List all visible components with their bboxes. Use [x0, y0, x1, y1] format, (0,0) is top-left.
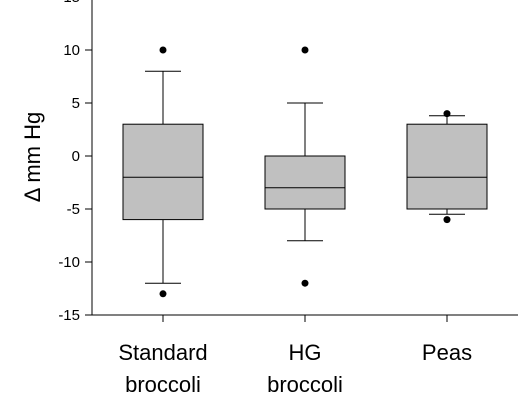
category-labels: Standard broccoli HG broccoli Peas — [118, 340, 472, 397]
category-label-line: Peas — [422, 340, 472, 365]
iqr-box — [406, 123, 488, 210]
box-series — [122, 46, 488, 298]
outlier-point — [159, 46, 167, 54]
category-label-line: Standard — [118, 340, 207, 365]
category-label-line: HG — [289, 340, 322, 365]
y-tick-label: -10 — [58, 254, 80, 271]
category-label-line: broccoli — [267, 372, 343, 397]
x-axis — [92, 314, 518, 322]
y-tick-label: 0 — [72, 148, 80, 165]
y-axis-title: Δ mm Hg — [20, 112, 45, 202]
iqr-box — [264, 155, 346, 210]
iqr-box — [122, 123, 204, 221]
box-group — [122, 46, 204, 298]
box-group — [406, 110, 488, 224]
outlier-point — [301, 46, 309, 54]
category-label-line: broccoli — [125, 372, 201, 397]
outlier-point — [443, 216, 451, 224]
y-tick-label: 10 — [63, 42, 80, 59]
y-tick-label: -5 — [67, 201, 80, 218]
category-label: Standard broccoli — [118, 340, 207, 397]
y-tick-label: 15 — [63, 0, 80, 6]
outlier-point — [301, 279, 309, 287]
box-group — [264, 46, 346, 287]
y-tick-label: 5 — [72, 95, 80, 112]
outlier-point — [159, 290, 167, 298]
outlier-point — [443, 110, 451, 118]
y-tick-label: -15 — [58, 307, 80, 324]
category-label: HG broccoli — [267, 340, 343, 397]
y-axis: -15 -10 -5 0 5 10 15 — [58, 0, 93, 324]
category-label: Peas — [422, 340, 472, 365]
